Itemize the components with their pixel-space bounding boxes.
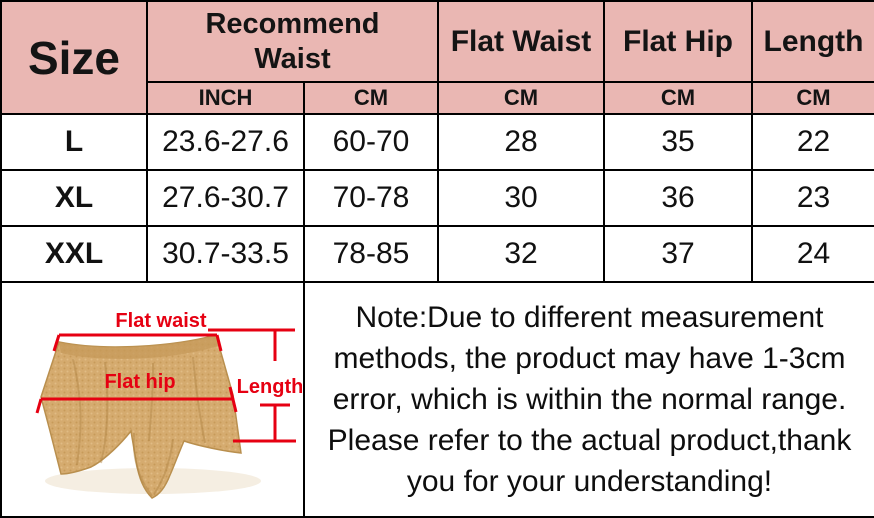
length-cell: 24 <box>751 225 874 283</box>
flat-hip-cell: 37 <box>603 225 753 283</box>
measurement-diagram-cell: Flat waist Flat hip Length <box>0 281 305 518</box>
table-row: XL 27.6-30.7 70-78 30 36 23 <box>0 169 874 227</box>
flat-hip-label: Flat hip <box>104 371 175 393</box>
unit-flat-waist-cm: CM <box>437 81 605 115</box>
unit-recommend-waist-cm: CM <box>303 81 439 115</box>
flat-hip-cell: 36 <box>603 169 753 227</box>
header-length: Length <box>751 0 874 83</box>
length-cell: 22 <box>751 113 874 171</box>
flat-waist-cell: 28 <box>437 113 605 171</box>
note-line: Please refer to the actual product,thank <box>327 424 852 457</box>
unit-recommend-waist-inch: INCH <box>146 81 305 115</box>
length-bracket <box>208 328 296 443</box>
size-cell: L <box>0 113 148 171</box>
waist-inch-cell: 27.6-30.7 <box>146 169 305 227</box>
waist-inch-cell: 30.7-33.5 <box>146 225 305 283</box>
shorts-measurement-diagram: Flat waist Flat hip Length <box>35 310 302 499</box>
header-size: Size <box>0 0 148 115</box>
table-row: XXL 30.7-33.5 78-85 32 37 24 <box>0 225 874 283</box>
header-flat-hip: Flat Hip <box>603 0 753 83</box>
note-line: you for your understanding! <box>406 465 773 498</box>
flat-waist-line <box>52 333 223 352</box>
flat-hip-cell: 35 <box>603 113 753 171</box>
note-line: Note:Due to different measurement <box>355 301 824 334</box>
waist-cm-cell: 60-70 <box>303 113 439 171</box>
note-line: methods, the product may have 1-3cm <box>333 342 846 375</box>
unit-length-cm: CM <box>751 81 874 115</box>
note-cell: Note:Due to different measurement method… <box>303 281 874 518</box>
flat-waist-cell: 32 <box>437 225 605 283</box>
waist-cm-cell: 78-85 <box>303 225 439 283</box>
waist-inch-cell: 23.6-27.6 <box>146 113 305 171</box>
header-flat-waist: Flat Waist <box>437 0 605 83</box>
unit-flat-hip-cm: CM <box>603 81 753 115</box>
table-row: L 23.6-27.6 60-70 28 35 22 <box>0 113 874 171</box>
flat-hip-line <box>35 386 238 414</box>
shorts-illustration <box>40 334 261 499</box>
header-recommend-waist-label: Recommend Waist <box>205 8 380 75</box>
length-label: Length <box>237 376 302 398</box>
size-cell: XL <box>0 169 148 227</box>
flat-waist-cell: 30 <box>437 169 605 227</box>
size-cell: XXL <box>0 225 148 283</box>
measurement-lines <box>35 328 296 443</box>
waist-cm-cell: 70-78 <box>303 169 439 227</box>
length-cell: 23 <box>751 169 874 227</box>
flat-waist-label: Flat waist <box>115 310 206 332</box>
header-recommend-waist: Recommend Waist <box>146 0 439 83</box>
note-line: error, which is within the normal range. <box>332 383 847 416</box>
